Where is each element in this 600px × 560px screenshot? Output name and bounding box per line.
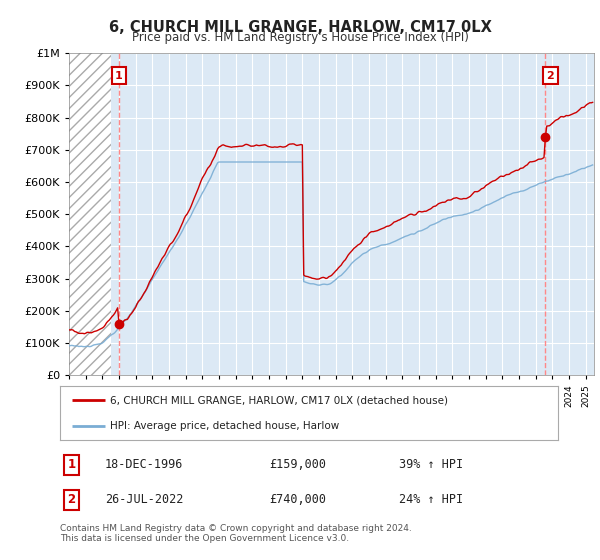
Text: 6, CHURCH MILL GRANGE, HARLOW, CM17 0LX: 6, CHURCH MILL GRANGE, HARLOW, CM17 0LX (109, 20, 491, 35)
Bar (69, 53, 110, 375)
Text: 2: 2 (67, 493, 76, 506)
Text: Price paid vs. HM Land Registry's House Price Index (HPI): Price paid vs. HM Land Registry's House … (131, 31, 469, 44)
Bar (69, 53, 110, 375)
Text: 1: 1 (67, 458, 76, 472)
Text: 24% ↑ HPI: 24% ↑ HPI (398, 493, 463, 506)
Text: Contains HM Land Registry data © Crown copyright and database right 2024.
This d: Contains HM Land Registry data © Crown c… (60, 524, 412, 543)
Bar (69, 53, 110, 375)
Text: 39% ↑ HPI: 39% ↑ HPI (398, 458, 463, 472)
Text: £740,000: £740,000 (269, 493, 326, 506)
Text: 1: 1 (115, 71, 123, 81)
Text: £159,000: £159,000 (269, 458, 326, 472)
Text: 6, CHURCH MILL GRANGE, HARLOW, CM17 0LX (detached house): 6, CHURCH MILL GRANGE, HARLOW, CM17 0LX … (110, 395, 448, 405)
Text: 18-DEC-1996: 18-DEC-1996 (105, 458, 183, 472)
Text: 26-JUL-2022: 26-JUL-2022 (105, 493, 183, 506)
Text: HPI: Average price, detached house, Harlow: HPI: Average price, detached house, Harl… (110, 421, 339, 431)
Text: 2: 2 (547, 71, 554, 81)
